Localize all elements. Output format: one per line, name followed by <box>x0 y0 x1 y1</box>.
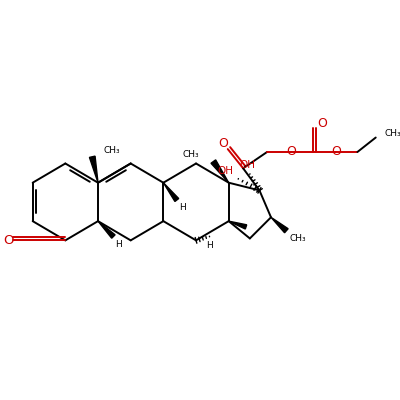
Text: O: O <box>218 137 228 150</box>
Text: H: H <box>115 240 122 249</box>
Polygon shape <box>98 221 115 238</box>
Polygon shape <box>229 221 247 229</box>
Text: CH₃: CH₃ <box>182 150 199 159</box>
Text: H: H <box>206 241 213 250</box>
Text: O: O <box>3 234 14 247</box>
Text: CH₃: CH₃ <box>289 234 306 243</box>
Text: OH: OH <box>239 160 255 170</box>
Polygon shape <box>90 156 98 183</box>
Polygon shape <box>271 217 288 233</box>
Text: O: O <box>317 117 327 130</box>
Polygon shape <box>211 160 229 183</box>
Text: O: O <box>286 146 296 158</box>
Text: OH: OH <box>218 166 234 176</box>
Text: CH₃: CH₃ <box>104 146 120 154</box>
Polygon shape <box>163 183 179 202</box>
Text: CH₃: CH₃ <box>384 129 400 138</box>
Text: H: H <box>179 203 186 212</box>
Text: O: O <box>331 146 341 158</box>
